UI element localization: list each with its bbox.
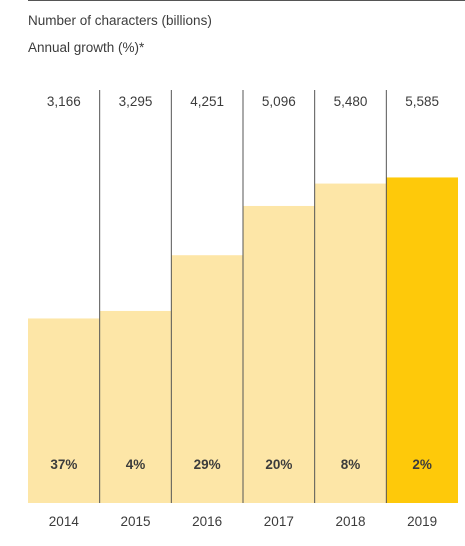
- growth-label-2018: 8%: [341, 457, 361, 472]
- x-tick-label-2016: 2016: [192, 514, 222, 529]
- growth-label-2016: 29%: [194, 457, 221, 472]
- value-label-2015: 3,295: [119, 94, 153, 109]
- value-label-2017: 5,096: [262, 94, 296, 109]
- x-tick-label-2015: 2015: [120, 514, 150, 529]
- x-tick-label-2017: 2017: [264, 514, 294, 529]
- value-label-2014: 3,166: [47, 94, 81, 109]
- growth-label-2014: 37%: [50, 457, 77, 472]
- legend-characters-label: Number of characters (billions): [28, 13, 212, 28]
- bar-2015: [99, 310, 172, 503]
- bar-2014: [28, 318, 100, 503]
- x-tick-label-2018: 2018: [335, 514, 365, 529]
- value-label-2016: 4,251: [190, 94, 224, 109]
- bar-2019: [386, 177, 458, 503]
- bar-2017: [243, 205, 315, 503]
- value-label-2018: 5,480: [334, 94, 368, 109]
- x-tick-label-2014: 2014: [49, 514, 80, 529]
- value-label-2019: 5,585: [405, 94, 439, 109]
- legend-growth-label: Annual growth (%)*: [28, 40, 145, 55]
- bar-2016: [171, 255, 243, 503]
- growth-label-2019: 2%: [412, 457, 432, 472]
- bar-2018: [314, 183, 387, 504]
- growth-label-2015: 4%: [126, 457, 146, 472]
- growth-label-2017: 20%: [265, 457, 292, 472]
- x-tick-label-2019: 2019: [407, 514, 437, 529]
- top-rule: [28, 0, 465, 1]
